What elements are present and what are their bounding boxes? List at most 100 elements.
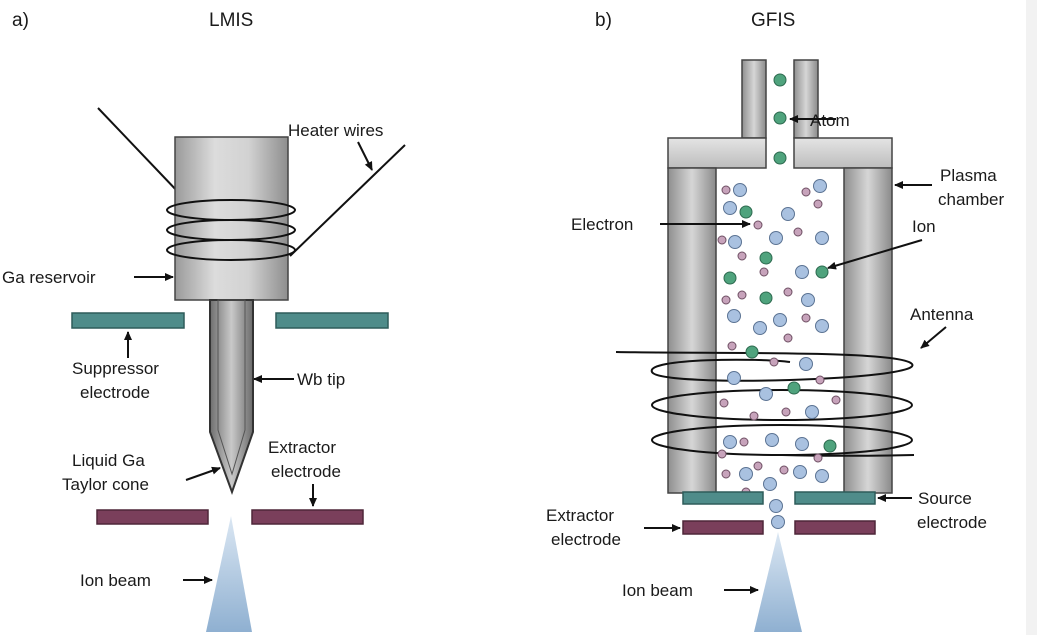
electron-particle xyxy=(737,251,747,261)
atom-particle xyxy=(823,439,837,453)
ion-particle xyxy=(763,477,777,491)
panel-a-letter: a) xyxy=(12,10,29,31)
source-electrode-right xyxy=(794,491,876,505)
wb-tip-inner xyxy=(217,299,246,476)
electron-particle xyxy=(749,411,759,421)
electron-particle xyxy=(753,220,763,230)
heater-wire-left xyxy=(97,107,181,195)
electron-particle xyxy=(721,295,731,305)
panel-b-title: GFIS xyxy=(751,10,795,31)
ion-particle xyxy=(739,467,753,481)
electron-particle xyxy=(781,407,791,417)
panel-a: a) LMIS Heater wires Ga reservoir Supp xyxy=(2,10,406,632)
label-extractor-a-line1: Extractor xyxy=(268,438,336,457)
scroll-strip xyxy=(1026,0,1037,635)
atom-particle xyxy=(745,345,759,359)
plasma-particles xyxy=(717,73,841,529)
label-liquid-line2: Taylor cone xyxy=(62,475,149,494)
panel-a-title: LMIS xyxy=(209,10,253,31)
label-electron: Electron xyxy=(571,215,633,234)
label-heater-wires: Heater wires xyxy=(288,121,383,140)
chamber-cap-left xyxy=(667,137,767,169)
ion-particle xyxy=(813,179,827,193)
label-ion: Ion xyxy=(912,217,936,236)
electron-particle xyxy=(783,287,793,297)
atom-particle xyxy=(773,111,787,125)
label-ga-reservoir: Ga reservoir xyxy=(2,268,96,287)
gas-inlet-right xyxy=(793,59,819,139)
electron-particle xyxy=(801,313,811,323)
atom-particle xyxy=(723,271,737,285)
label-ion-beam-b: Ion beam xyxy=(622,581,693,600)
electron-particle xyxy=(759,267,769,277)
label-plasma-line1: Plasma xyxy=(940,166,997,185)
ion-particle xyxy=(728,235,742,249)
ion-particle xyxy=(793,465,807,479)
extractor-electrode-right xyxy=(251,509,364,525)
label-extractor-b-line1: Extractor xyxy=(546,506,614,525)
electron-particle xyxy=(717,449,727,459)
ion-particle xyxy=(815,231,829,245)
arrow-heater-wires xyxy=(357,141,373,171)
suppressor-electrode-right xyxy=(275,312,389,329)
label-suppressor-line1: Suppressor xyxy=(72,359,159,378)
ion-particle xyxy=(733,183,747,197)
electron-particle xyxy=(801,187,811,197)
ion-particle xyxy=(805,405,819,419)
electron-particle xyxy=(737,290,747,300)
electron-particle xyxy=(719,398,729,408)
ion-particle xyxy=(769,499,783,513)
arrow-liquid-ga xyxy=(185,466,221,481)
chamber-wall-left xyxy=(667,167,717,494)
ion-particle xyxy=(723,201,737,215)
atom-particle xyxy=(787,381,801,395)
electron-particle xyxy=(813,453,823,463)
ion-particle xyxy=(773,313,787,327)
chamber-wall-right xyxy=(843,167,893,494)
panel-b-letter: b) xyxy=(595,10,612,31)
extractor-electrode-left xyxy=(96,509,209,525)
ion-particle xyxy=(795,437,809,451)
ion-particle xyxy=(723,435,737,449)
electron-particle xyxy=(769,357,779,367)
ion-particle xyxy=(727,371,741,385)
extractor-electrode-b-left xyxy=(682,520,764,535)
label-suppressor-line2: electrode xyxy=(80,383,150,402)
suppressor-electrode-left xyxy=(71,312,185,329)
electron-particle xyxy=(721,185,731,195)
ion-particle xyxy=(799,357,813,371)
label-extractor-b-line2: electrode xyxy=(551,530,621,549)
ion-particle xyxy=(815,469,829,483)
ion-particle xyxy=(753,321,767,335)
heater-wire-right xyxy=(289,144,406,257)
electron-particle xyxy=(739,437,749,447)
ion-particle xyxy=(759,387,773,401)
atom-particle xyxy=(773,151,787,165)
electron-particle xyxy=(831,395,841,405)
label-antenna: Antenna xyxy=(910,305,974,324)
electron-particle xyxy=(717,235,727,245)
ion-beam-b xyxy=(754,532,802,632)
atom-particle xyxy=(759,251,773,265)
atom-particle xyxy=(815,265,829,279)
antenna-coil xyxy=(615,351,915,457)
gas-inlet-left xyxy=(741,59,767,139)
label-liquid-line1: Liquid Ga xyxy=(72,451,145,470)
arrow-ion xyxy=(827,239,923,270)
ion-particle xyxy=(771,515,785,529)
label-wb-tip: Wb tip xyxy=(297,370,345,389)
electron-particle xyxy=(783,333,793,343)
arrow-antenna xyxy=(920,326,947,349)
electron-particle xyxy=(753,461,763,471)
atom-particle xyxy=(739,205,753,219)
electron-particle xyxy=(721,469,731,479)
label-extractor-a-line2: electrode xyxy=(271,462,341,481)
electron-particle xyxy=(815,375,825,385)
extractor-electrode-b-right xyxy=(794,520,876,535)
label-source-line1: Source xyxy=(918,489,972,508)
ion-beam-a xyxy=(206,516,252,632)
label-plasma-line2: chamber xyxy=(938,190,1004,209)
ion-particle xyxy=(727,309,741,323)
chamber-cap-right xyxy=(793,137,893,169)
